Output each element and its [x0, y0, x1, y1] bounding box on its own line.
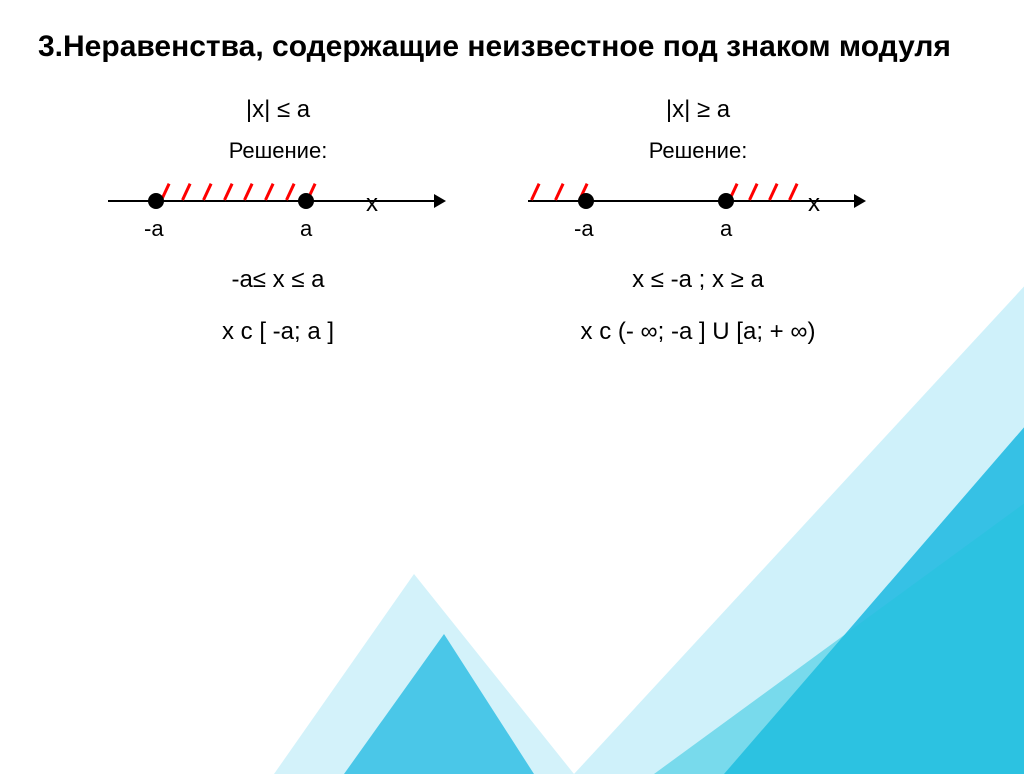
right-hatches-right — [518, 182, 878, 202]
left-point-a — [298, 193, 314, 209]
right-interval: x ϲ (- ∞; -a ] U [a; + ∞) — [518, 318, 878, 346]
left-solve-label: Решение: — [98, 138, 458, 164]
right-number-line: -a a x — [518, 178, 878, 248]
right-range: x ≤ -a ; x ≥ a — [518, 266, 878, 294]
right-solve-label: Решение: — [518, 138, 878, 164]
left-number-line: -a a x — [98, 178, 458, 248]
right-inequality: |x| ≥ a — [518, 96, 878, 124]
left-range: -a≤ x ≤ a — [98, 266, 458, 294]
left-point-neg-a — [148, 193, 164, 209]
left-inequality: |x| ≤ a — [98, 96, 458, 124]
columns: |x| ≤ a Решение: -a a x -a≤ x ≤ a x ϲ [ … — [38, 96, 986, 346]
left-label-neg-a: -a — [144, 216, 164, 242]
slide-content: 3.Неравенства, содержащие неизвестное по… — [0, 0, 1024, 374]
right-point-a — [718, 193, 734, 209]
right-axis-label: x — [808, 190, 820, 218]
left-column: |x| ≤ a Решение: -a a x -a≤ x ≤ a x ϲ [ … — [98, 96, 458, 346]
left-axis-label: x — [366, 190, 378, 218]
right-label-a: a — [720, 216, 732, 242]
right-label-neg-a: -a — [574, 216, 594, 242]
right-point-neg-a — [578, 193, 594, 209]
left-interval: x ϲ [ -a; a ] — [98, 318, 458, 346]
left-label-a: a — [300, 216, 312, 242]
slide-title: 3.Неравенства, содержащие неизвестное по… — [38, 28, 986, 66]
right-column: |x| ≥ a Решение: -a a x x ≤ -a ; x ≥ a x… — [518, 96, 878, 346]
